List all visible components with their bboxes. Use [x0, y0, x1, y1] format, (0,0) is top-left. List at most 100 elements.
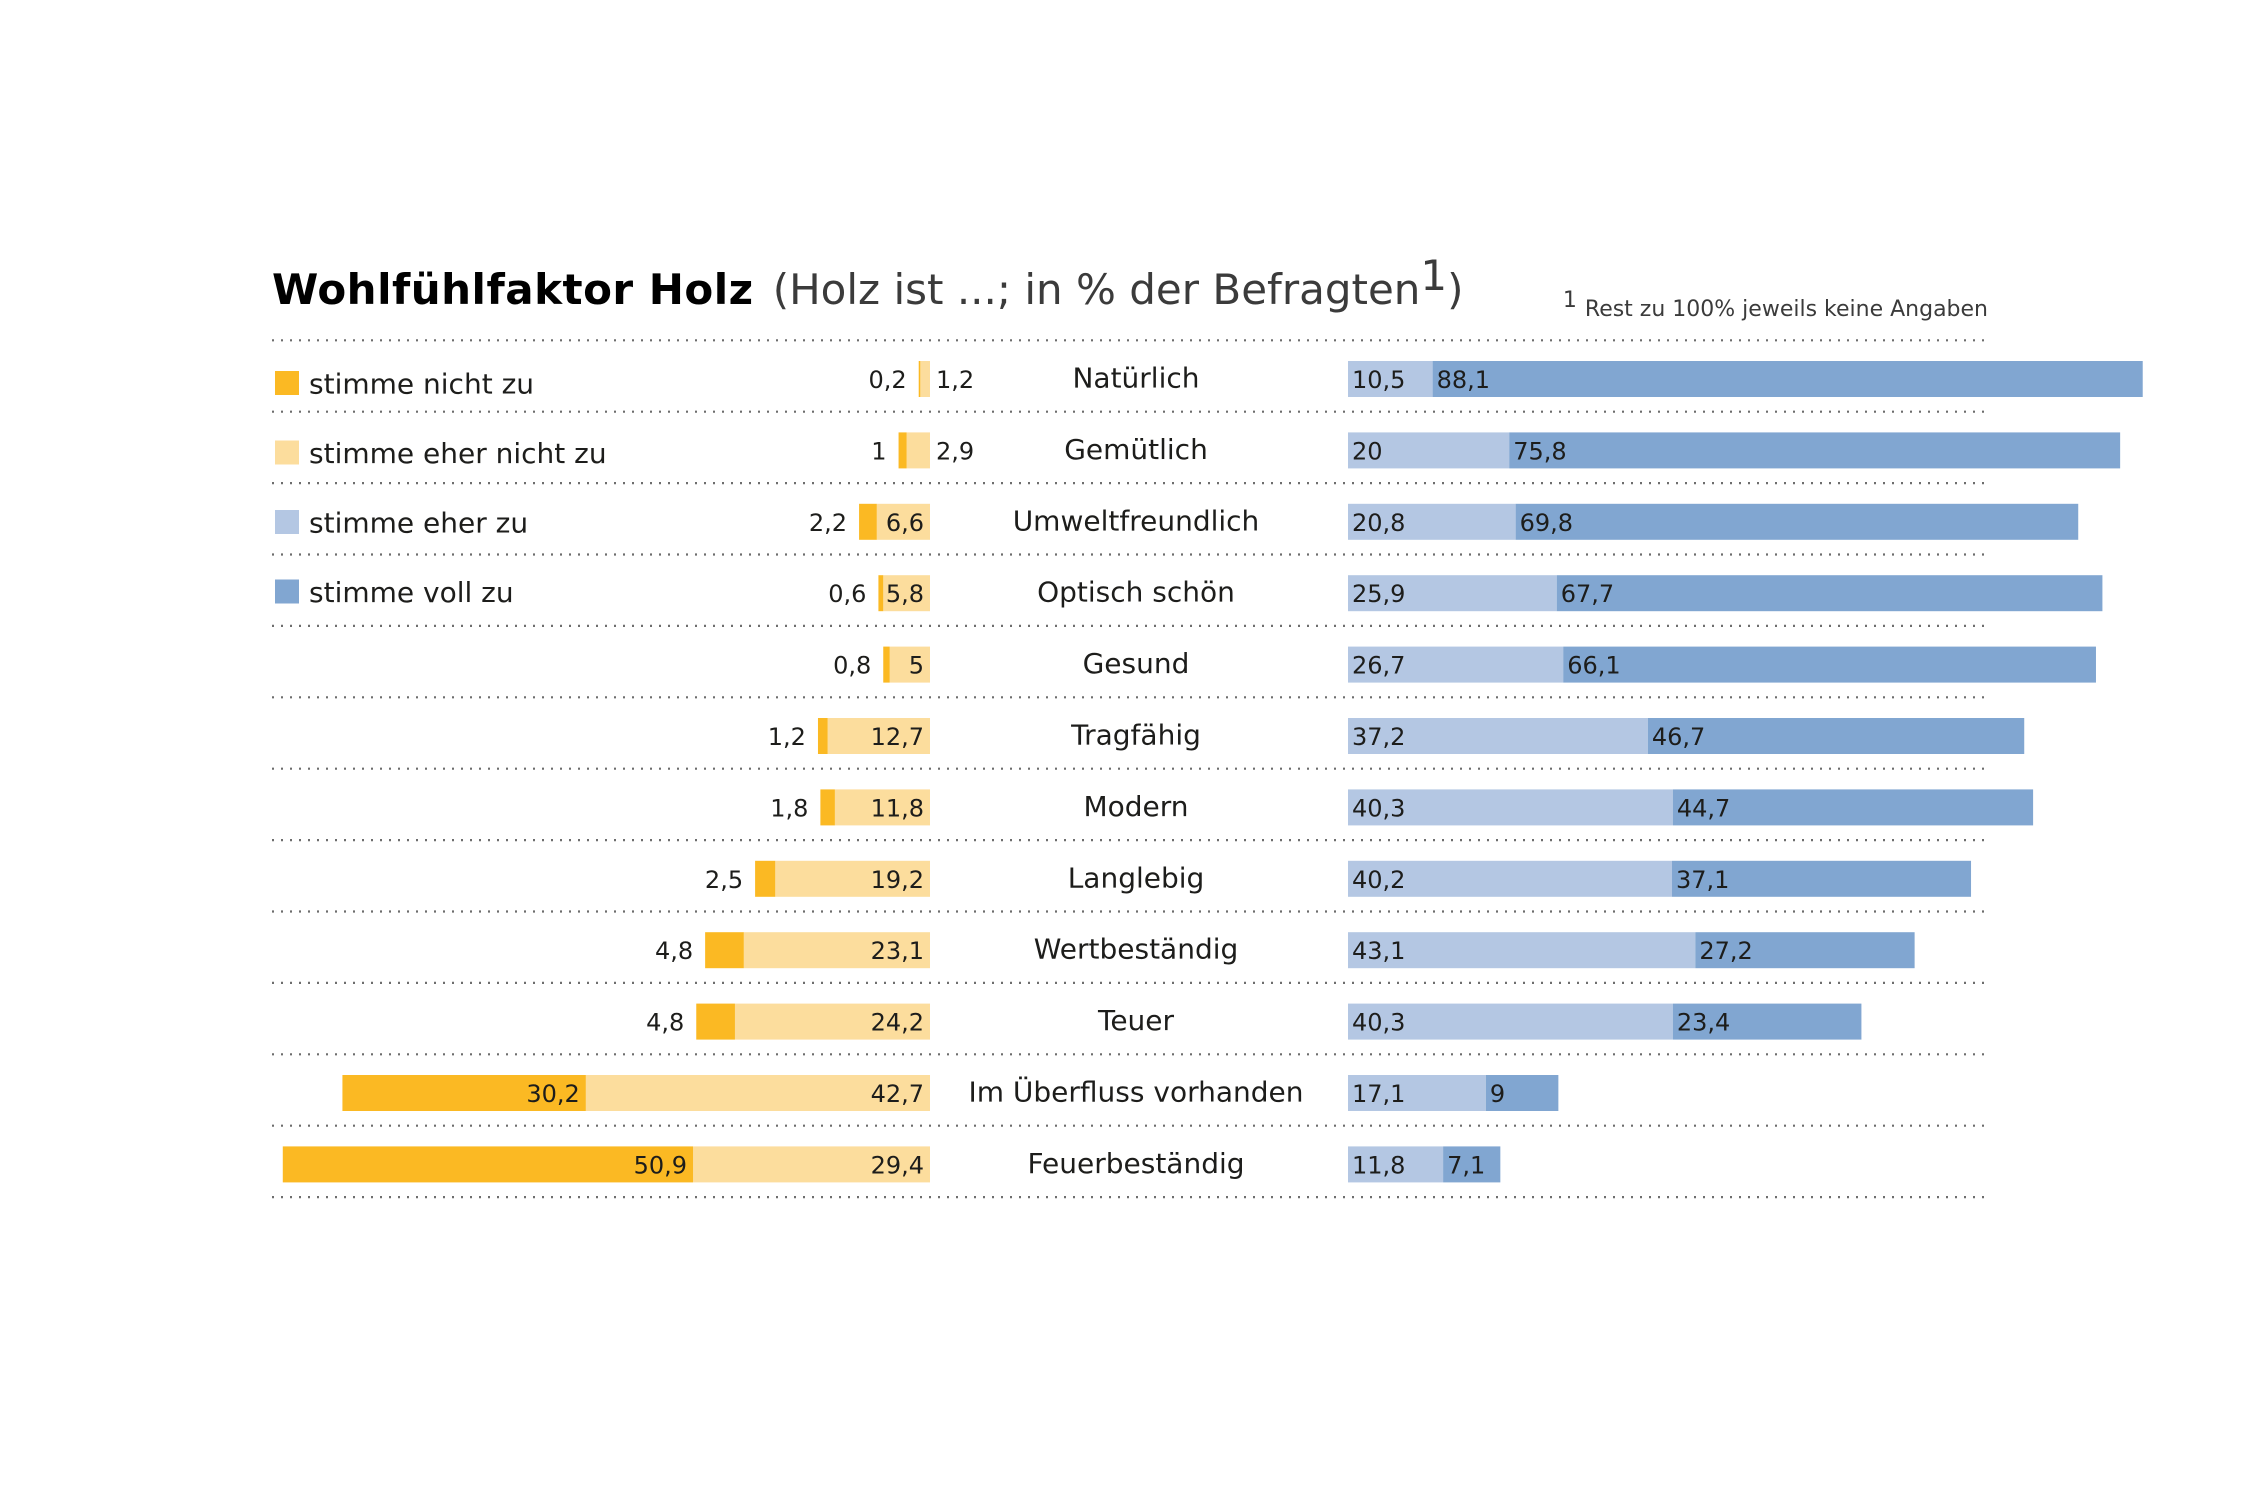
bar-stimme-voll-zu — [1556, 575, 2103, 612]
value-label-stimme-voll-zu: 46,7 — [1652, 723, 1705, 751]
bar-stimme-nicht-zu — [817, 718, 828, 754]
bar-stimme-nicht-zu — [342, 1075, 586, 1111]
value-label-stimme-nicht-zu: 1,2 — [768, 723, 806, 751]
value-label-stimme-eher-nicht-zu: 1,2 — [936, 366, 974, 394]
bar-stimme-eher-zu — [1348, 932, 1696, 969]
value-label-stimme-eher-nicht-zu: 23,1 — [871, 937, 924, 965]
legend-label: stimme eher nicht zu — [309, 437, 607, 470]
bar-stimme-nicht-zu — [859, 503, 877, 540]
value-label-stimme-nicht-zu: 4,8 — [646, 1009, 684, 1037]
legend: stimme nicht zu stimme eher nicht zu stimm… — [275, 368, 607, 609]
value-label-stimme-eher-nicht-zu: 24,2 — [871, 1009, 924, 1037]
category-label: Natürlich — [1072, 362, 1199, 395]
bar-stimme-eher-zu — [1348, 1075, 1486, 1111]
bar-stimme-eher-zu — [1348, 789, 1673, 826]
bar-stimme-eher-nicht-zu — [920, 361, 930, 397]
legend-swatch — [275, 579, 299, 604]
category-label: Gemütlich — [1064, 433, 1208, 466]
value-label-stimme-eher-zu: 25,9 — [1352, 580, 1405, 608]
legend-label: stimme voll zu — [309, 576, 514, 609]
bar-stimme-voll-zu — [1695, 932, 1915, 969]
bar-stimme-nicht-zu — [883, 646, 890, 683]
value-label-stimme-eher-nicht-zu: 5 — [909, 652, 924, 680]
value-label-stimme-voll-zu: 27,2 — [1699, 937, 1752, 965]
value-label-stimme-voll-zu: 67,7 — [1561, 580, 1614, 608]
value-label-stimme-eher-nicht-zu: 42,7 — [871, 1080, 924, 1108]
chart-title-main: Wohlfühlfaktor Holz — [272, 265, 754, 314]
legend-item-stimme-nicht-zu: stimme nicht zu — [275, 368, 534, 401]
chart-subtitle-sup: 1 — [1420, 251, 1447, 300]
bar-stimme-voll-zu — [1672, 860, 1972, 897]
value-label-stimme-voll-zu: 66,1 — [1567, 652, 1620, 680]
value-label-stimme-nicht-zu: 1 — [871, 437, 886, 465]
bar-stimme-eher-nicht-zu — [585, 1075, 930, 1111]
row-langlebig: 19,2 2,5 Langlebig 40,2 37,1 — [705, 860, 1972, 897]
bar-stimme-eher-zu — [1348, 646, 1564, 683]
value-label-stimme-nicht-zu: 0,6 — [828, 580, 866, 608]
bar-stimme-eher-nicht-zu — [889, 646, 930, 683]
value-label-stimme-voll-zu: 75,8 — [1513, 437, 1566, 465]
value-label-stimme-eher-nicht-zu: 19,2 — [871, 866, 924, 894]
bar-stimme-eher-zu — [1348, 503, 1516, 540]
row-im-ueberfluss-vorhanden: 42,7 30,2 Im Überfluss vorhanden 17,1 9 — [342, 1075, 1559, 1111]
category-label: Teuer — [1097, 1004, 1175, 1037]
bar-stimme-nicht-zu — [282, 1146, 694, 1183]
value-label-stimme-eher-zu: 17,1 — [1352, 1080, 1405, 1108]
category-label: Optisch schön — [1037, 576, 1235, 609]
bar-stimme-eher-zu — [1348, 1003, 1673, 1040]
bar-stimme-voll-zu — [1672, 789, 2034, 826]
value-label-stimme-nicht-zu: 30,2 — [526, 1080, 579, 1108]
value-label-stimme-nicht-zu: 1,8 — [770, 794, 808, 822]
bar-stimme-eher-zu — [1348, 1146, 1444, 1183]
row-wertbestaendig: 23,1 4,8 Wertbeständig 43,1 27,2 — [655, 932, 1915, 969]
bar-stimme-voll-zu — [1509, 432, 2121, 469]
value-label-stimme-voll-zu: 37,1 — [1676, 866, 1729, 894]
legend-item-stimme-eher-zu: stimme eher zu — [275, 507, 528, 540]
legend-swatch — [275, 510, 299, 534]
legend-swatch — [275, 440, 299, 465]
value-label-stimme-eher-zu: 43,1 — [1352, 937, 1405, 965]
value-label-stimme-nicht-zu: 4,8 — [655, 937, 693, 965]
value-label-stimme-nicht-zu: 2,5 — [705, 866, 743, 894]
legend-item-stimme-eher-nicht-zu: stimme eher nicht zu — [275, 437, 607, 470]
value-label-stimme-nicht-zu: 0,2 — [869, 366, 907, 394]
bar-stimme-eher-nicht-zu — [693, 1146, 930, 1183]
category-label: Tragfähig — [1070, 719, 1201, 752]
category-label: Umweltfreundlich — [1013, 504, 1260, 537]
category-label: Gesund — [1083, 647, 1190, 680]
row-natuerlich: 1,2 0,2 Natürlich 10,5 88,1 — [869, 361, 2143, 397]
bar-stimme-nicht-zu — [705, 932, 744, 969]
bar-stimme-eher-nicht-zu — [743, 932, 930, 969]
row-gemuetlich: 2,9 1 Gemütlich 20 75,8 — [871, 432, 2121, 469]
bar-stimme-nicht-zu — [696, 1003, 735, 1040]
row-umweltfreundlich: 6,6 2,2 Umweltfreundlich 20,8 69,8 — [809, 503, 2079, 540]
bar-stimme-voll-zu — [1485, 1075, 1559, 1111]
value-label-stimme-voll-zu: 9 — [1490, 1080, 1505, 1108]
row-teuer: 24,2 4,8 Teuer 40,3 23,4 — [646, 1003, 1862, 1040]
value-label-stimme-voll-zu: 88,1 — [1437, 366, 1490, 394]
bar-stimme-nicht-zu — [918, 361, 921, 397]
value-label-stimme-eher-zu: 20,8 — [1352, 509, 1405, 537]
bar-stimme-eher-zu — [1348, 432, 1510, 469]
chart-title: Wohlfühlfaktor Holz (Holz ist ...; in % … — [272, 251, 1464, 314]
value-label-stimme-voll-zu: 23,4 — [1677, 1009, 1730, 1037]
chart-subtitle-close: ) — [1447, 265, 1463, 314]
bar-stimme-voll-zu — [1672, 1003, 1862, 1040]
category-label: Modern — [1083, 790, 1188, 823]
value-label-stimme-eher-zu: 11,8 — [1352, 1151, 1405, 1179]
bar-stimme-voll-zu — [1515, 503, 2079, 540]
bar-stimme-eher-nicht-zu — [775, 860, 930, 897]
bar-stimme-nicht-zu — [898, 432, 907, 469]
bar-stimme-eher-zu — [1348, 575, 1557, 612]
bar-stimme-voll-zu — [1647, 718, 2025, 754]
bar-stimme-eher-nicht-zu — [734, 1003, 930, 1040]
value-label-stimme-eher-zu: 20 — [1352, 437, 1383, 465]
footnote: 1 Rest zu 100% jeweils keine Angaben — [1563, 288, 1988, 322]
value-label-stimme-eher-nicht-zu: 12,7 — [871, 723, 924, 751]
bar-stimme-eher-nicht-zu — [883, 575, 930, 612]
row-optisch-schoen: 5,8 0,6 Optisch schön 25,9 67,7 — [828, 575, 2103, 612]
row-gesund: 5 0,8 Gesund 26,7 66,1 — [833, 646, 2096, 683]
bar-stimme-voll-zu — [1563, 646, 2096, 683]
row-feuerbestaendig: 29,4 50,9 Feuerbeständig 11,8 7,1 — [282, 1146, 1501, 1183]
